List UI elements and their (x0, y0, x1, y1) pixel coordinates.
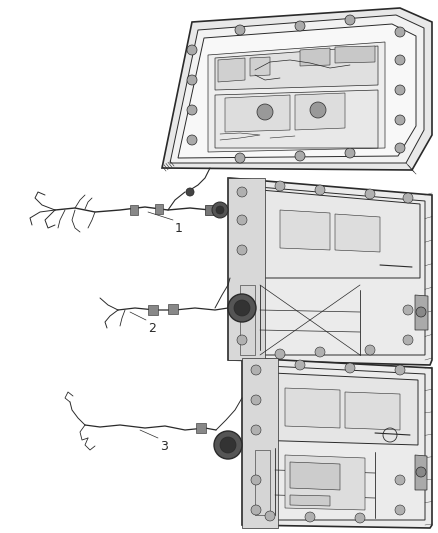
Circle shape (345, 363, 355, 373)
Polygon shape (415, 455, 427, 490)
Circle shape (365, 189, 375, 199)
Circle shape (235, 25, 245, 35)
Circle shape (186, 188, 194, 196)
Polygon shape (300, 48, 330, 66)
Text: 2: 2 (148, 322, 156, 335)
Polygon shape (252, 372, 418, 445)
Polygon shape (196, 423, 206, 433)
Polygon shape (290, 495, 330, 506)
Polygon shape (415, 295, 428, 330)
Circle shape (295, 360, 305, 370)
Circle shape (295, 151, 305, 161)
Polygon shape (285, 388, 340, 428)
Polygon shape (215, 46, 378, 90)
Circle shape (265, 511, 275, 521)
Circle shape (237, 245, 247, 255)
Polygon shape (240, 285, 255, 355)
Circle shape (187, 105, 197, 115)
Polygon shape (280, 210, 330, 250)
Circle shape (212, 202, 228, 218)
Polygon shape (170, 15, 424, 163)
Polygon shape (290, 462, 340, 490)
Circle shape (251, 425, 261, 435)
Circle shape (395, 143, 405, 153)
Text: 1: 1 (175, 222, 183, 235)
Circle shape (234, 300, 250, 316)
Circle shape (395, 115, 405, 125)
Circle shape (305, 512, 315, 522)
Circle shape (355, 513, 365, 523)
Circle shape (235, 153, 245, 163)
Circle shape (395, 365, 405, 375)
Circle shape (416, 467, 426, 477)
Polygon shape (168, 304, 178, 314)
Polygon shape (255, 450, 270, 515)
Polygon shape (345, 392, 400, 430)
Circle shape (257, 104, 273, 120)
Polygon shape (228, 178, 432, 365)
Circle shape (228, 294, 256, 322)
Circle shape (275, 349, 285, 359)
Circle shape (403, 193, 413, 203)
Polygon shape (295, 93, 345, 130)
Circle shape (395, 55, 405, 65)
Polygon shape (242, 358, 432, 528)
Polygon shape (335, 46, 375, 63)
Circle shape (395, 27, 405, 37)
Circle shape (295, 21, 305, 31)
Circle shape (403, 335, 413, 345)
Circle shape (251, 365, 261, 375)
Polygon shape (205, 205, 215, 215)
Circle shape (315, 347, 325, 357)
Circle shape (220, 437, 236, 453)
Polygon shape (285, 455, 365, 510)
Circle shape (251, 475, 261, 485)
Polygon shape (155, 204, 163, 214)
Circle shape (237, 335, 247, 345)
Circle shape (214, 431, 242, 459)
Polygon shape (335, 214, 380, 252)
Circle shape (275, 181, 285, 191)
Polygon shape (215, 90, 378, 148)
Polygon shape (225, 95, 290, 132)
Circle shape (237, 187, 247, 197)
Polygon shape (238, 188, 420, 278)
Circle shape (251, 505, 261, 515)
Polygon shape (148, 305, 158, 315)
Circle shape (416, 307, 426, 317)
Circle shape (251, 395, 261, 405)
Polygon shape (178, 24, 416, 158)
Polygon shape (130, 205, 138, 215)
Circle shape (187, 45, 197, 55)
Polygon shape (242, 358, 278, 528)
Circle shape (403, 305, 413, 315)
Circle shape (345, 148, 355, 158)
Circle shape (237, 215, 247, 225)
Polygon shape (208, 42, 385, 152)
Circle shape (187, 135, 197, 145)
Polygon shape (250, 57, 270, 76)
Circle shape (310, 102, 326, 118)
Circle shape (395, 475, 405, 485)
Text: 3: 3 (160, 440, 168, 453)
Polygon shape (218, 58, 245, 82)
Circle shape (237, 305, 247, 315)
Circle shape (395, 85, 405, 95)
Circle shape (216, 206, 224, 214)
Circle shape (187, 75, 197, 85)
Circle shape (365, 345, 375, 355)
Circle shape (345, 15, 355, 25)
Polygon shape (228, 178, 265, 360)
Circle shape (395, 505, 405, 515)
Circle shape (315, 185, 325, 195)
Polygon shape (162, 8, 432, 170)
